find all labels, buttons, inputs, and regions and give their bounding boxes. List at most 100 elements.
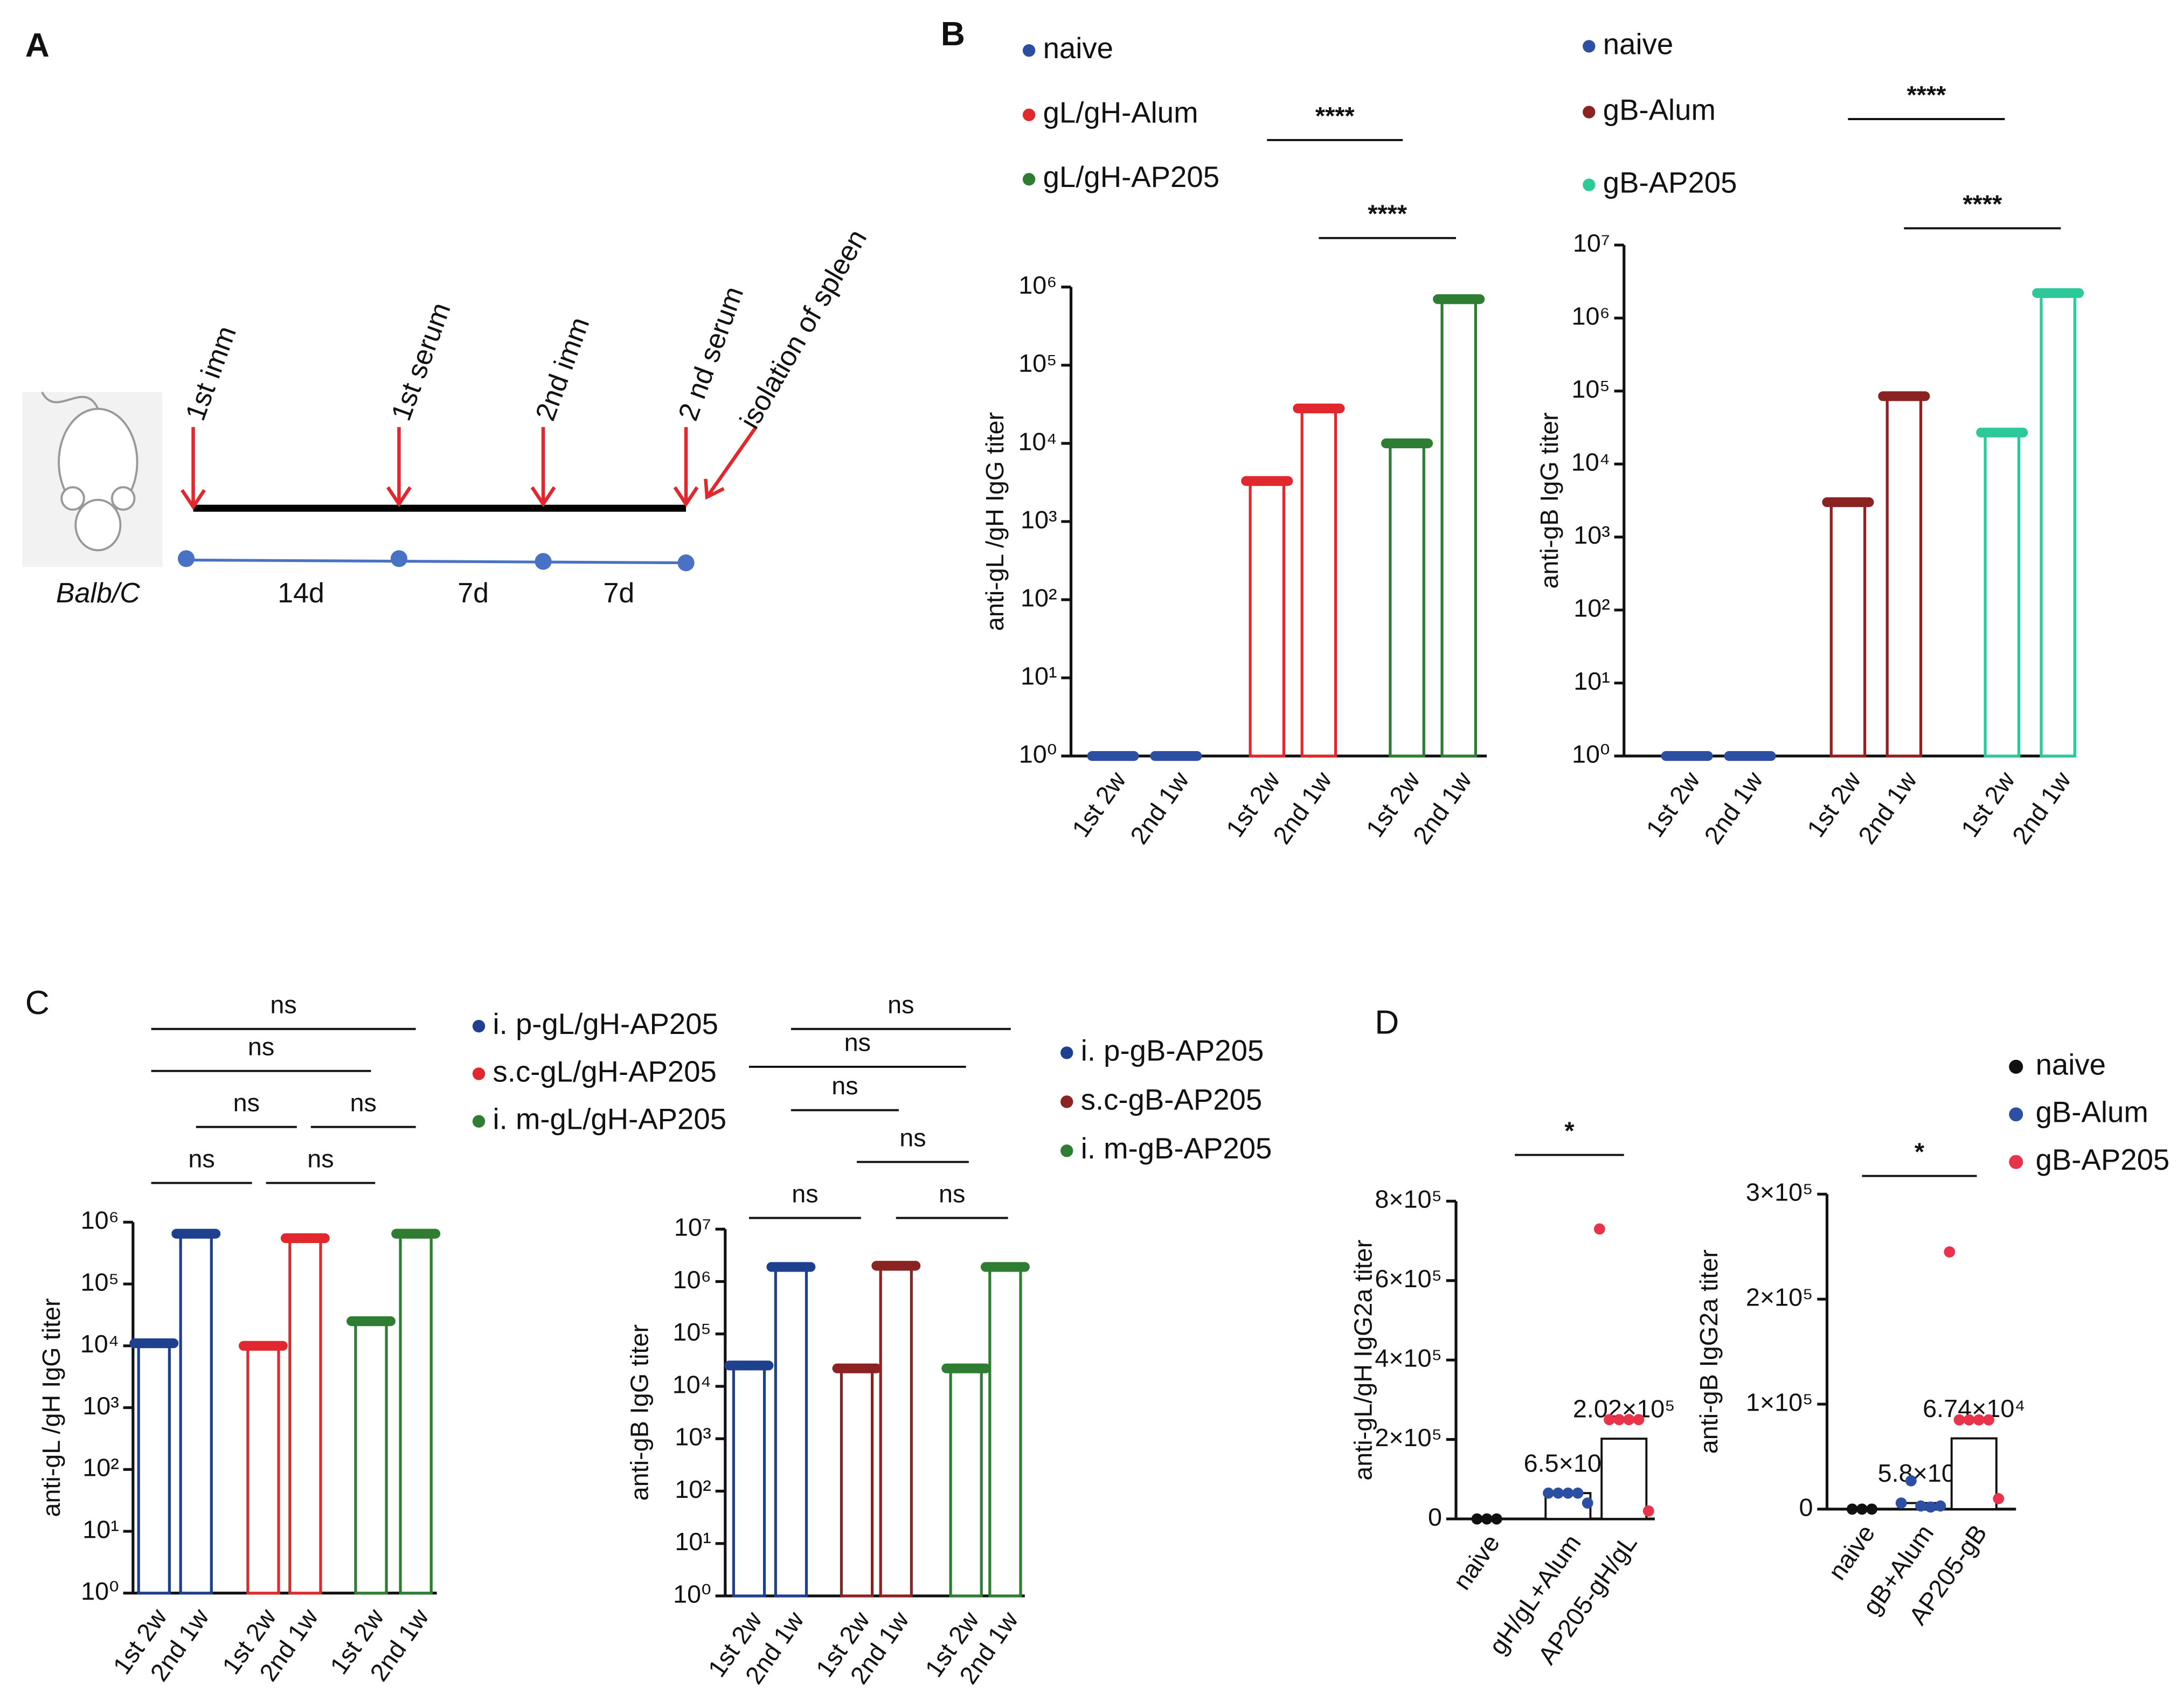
legend-label: i. m-gB-AP205 <box>1081 1132 1272 1165</box>
data-point <box>1481 1513 1493 1525</box>
bar <box>246 1344 280 1595</box>
interval-label: 14d <box>278 578 324 609</box>
bar <box>399 1232 433 1595</box>
y-tick-label: 6×10⁵ <box>1375 1265 1442 1293</box>
y-tick-label: 10⁵ <box>1018 349 1057 377</box>
value-label: 5.8×10³ <box>1878 1459 1964 1487</box>
bar <box>1885 394 1923 758</box>
data-point <box>1552 1487 1564 1499</box>
significance-label: **** <box>1368 200 1408 228</box>
bar <box>137 1342 171 1595</box>
y-tick-label: 0 <box>1428 1503 1442 1531</box>
y-tick-label: 10⁰ <box>1019 740 1057 768</box>
y-tick-label: 10⁶ <box>673 1266 711 1294</box>
legend-label: gL/gH-AP205 <box>1043 161 1220 193</box>
y-tick-label: 10⁴ <box>80 1330 119 1358</box>
data-point <box>1856 1503 1868 1515</box>
y-tick-label: 8×10⁵ <box>1375 1185 1442 1213</box>
bar <box>1600 1438 1648 1520</box>
data-point <box>1490 1513 1502 1525</box>
interval-label: 7d <box>457 578 489 609</box>
significance-label: ns <box>844 1029 871 1057</box>
y-tick-label: 3×10⁵ <box>1746 1178 1813 1206</box>
legend-marker <box>1060 1144 1073 1157</box>
bar <box>988 1265 1022 1598</box>
data-point <box>1895 1497 1907 1509</box>
legend-marker <box>2009 1107 2023 1122</box>
bar <box>840 1367 874 1598</box>
data-point <box>1915 1500 1926 1512</box>
significance-label: **** <box>1963 190 2002 218</box>
legend-marker <box>1583 178 1596 191</box>
data-point <box>1846 1503 1858 1515</box>
arrows <box>181 426 758 510</box>
data-point <box>1562 1487 1574 1499</box>
y-tick-label: 10² <box>675 1475 711 1503</box>
data-point <box>1963 1414 1975 1426</box>
y-tick-label: 10⁷ <box>1573 229 1610 257</box>
legend-label: gB-Alum <box>2036 1096 2148 1129</box>
legend-label: naive <box>1603 27 1673 60</box>
y-axis-label: anti-gB IgG2a titer <box>1695 1249 1723 1454</box>
y-tick-label: 1×10⁵ <box>1746 1388 1813 1416</box>
panel-label: C <box>25 984 50 1022</box>
y-tick-label: 10⁴ <box>672 1370 711 1398</box>
y-tick-label: 10¹ <box>675 1528 711 1556</box>
bar <box>288 1237 322 1595</box>
legend-label: naive <box>2036 1048 2106 1081</box>
bar <box>879 1264 913 1598</box>
significance-label: ns <box>248 1032 274 1060</box>
y-tick-label: 10⁶ <box>1018 271 1057 299</box>
y-tick-label: 10² <box>1573 594 1610 622</box>
data-point <box>1983 1414 1994 1426</box>
y-tick-label: 10³ <box>1021 505 1057 533</box>
data-point <box>1866 1503 1878 1515</box>
y-tick-label: 10⁶ <box>81 1206 119 1234</box>
legend-label: s.c-gB-AP205 <box>1081 1083 1263 1116</box>
bar <box>2040 291 2076 758</box>
bar <box>1300 407 1337 758</box>
significance-label: **** <box>1315 102 1355 130</box>
y-tick-label: 2×10⁵ <box>1746 1283 1813 1311</box>
bar <box>179 1232 213 1595</box>
mouse-icon <box>22 391 163 567</box>
significance-label: * <box>1564 1116 1575 1144</box>
y-tick-label: 10¹ <box>82 1515 119 1543</box>
legend-marker <box>1022 108 1036 121</box>
legend-marker <box>472 1019 486 1033</box>
y-tick-label: 10⁴ <box>1018 427 1057 455</box>
significance-label: ns <box>888 991 914 1019</box>
data-point <box>1905 1475 1917 1487</box>
legend-marker <box>2009 1155 2023 1169</box>
y-tick-label: 4×10⁵ <box>1375 1344 1442 1372</box>
interval-points <box>177 550 695 572</box>
significance-label: ns <box>307 1144 334 1172</box>
significance-label: ns <box>233 1088 260 1116</box>
y-tick-label: 10² <box>1021 584 1057 612</box>
significance-label: ns <box>899 1123 926 1151</box>
legend-marker <box>1022 44 1036 57</box>
legend-marker <box>472 1067 486 1080</box>
y-axis-label: anti-gB IgG titer <box>625 1324 653 1501</box>
data-point <box>1944 1246 1956 1258</box>
bar <box>1249 480 1286 758</box>
panel-label: D <box>1375 1004 1399 1041</box>
y-tick-label: 10⁵ <box>80 1268 119 1296</box>
data-point <box>1604 1414 1615 1426</box>
y-tick-label: 10⁶ <box>1572 302 1610 330</box>
bar <box>1950 1437 1998 1510</box>
significance-label: ns <box>270 991 296 1019</box>
data-point <box>1993 1493 2005 1504</box>
significance-label: ns <box>831 1072 858 1100</box>
data-point <box>1623 1414 1635 1426</box>
legend-marker <box>2009 1059 2023 1074</box>
y-tick-label: 10² <box>82 1454 119 1482</box>
y-tick-label: 10⁵ <box>1571 375 1610 403</box>
bar <box>1984 431 2021 758</box>
legend-marker <box>1060 1046 1073 1059</box>
bar <box>1829 501 1867 758</box>
bar <box>354 1320 388 1595</box>
legend-marker <box>1022 173 1036 186</box>
interval-line <box>186 558 687 565</box>
